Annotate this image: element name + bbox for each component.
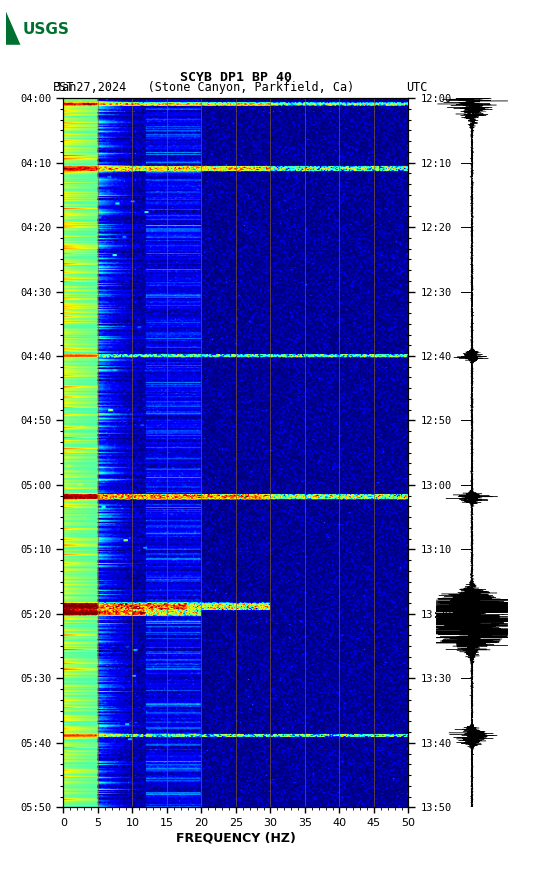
Text: Jan27,2024   (Stone Canyon, Parkfield, Ca): Jan27,2024 (Stone Canyon, Parkfield, Ca) xyxy=(55,80,354,94)
Polygon shape xyxy=(6,11,20,45)
X-axis label: FREQUENCY (HZ): FREQUENCY (HZ) xyxy=(176,832,296,845)
Text: PST: PST xyxy=(52,80,74,94)
Text: UTC: UTC xyxy=(406,80,427,94)
Text: SCYB DP1 BP 40: SCYB DP1 BP 40 xyxy=(180,70,291,84)
Text: USGS: USGS xyxy=(23,22,70,37)
